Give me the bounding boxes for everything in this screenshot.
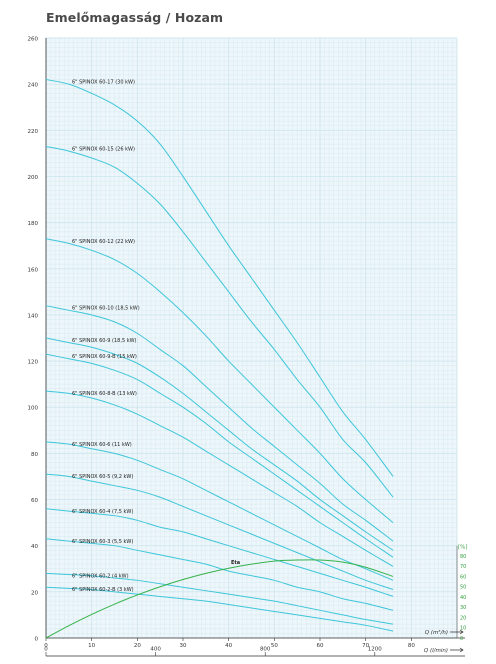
y-tick-label: 140	[28, 313, 39, 319]
secondary-y-tick-label: 40	[460, 595, 466, 601]
y-tick-label: 60	[31, 498, 38, 504]
series-label: 6" SPINOX 60-2 (4 kW)	[72, 573, 129, 579]
secondary-y-tick-label: 60	[460, 574, 466, 580]
secondary-y-tick-label: 0	[460, 636, 463, 642]
y-tick-label: 260	[28, 37, 39, 43]
series-label: 6" SPINOX 60-15 (26 kW)	[72, 146, 135, 152]
series-label: 6" SPINOX 60-6 (11 kW)	[72, 442, 132, 448]
x-tick-label: 10	[88, 643, 95, 649]
secondary-x-tick-label: 400	[150, 647, 161, 653]
chart-title: Emelőmagasság / Hozam	[46, 10, 224, 25]
secondary-x-tick-label: 0	[44, 647, 48, 653]
y-tick-label: 240	[28, 83, 39, 89]
y-tick-label: 220	[28, 129, 39, 135]
x-tick-label: 50	[271, 643, 278, 649]
head-curve-line	[45, 390, 394, 567]
secondary-y-tick-label: 20	[460, 615, 466, 621]
x-axis-arrow	[450, 629, 464, 635]
y-tick-label: 40	[31, 544, 38, 550]
x-tick-label: 70	[362, 643, 369, 649]
series-label: 6" SPINOX 60-9 (18,5 kW)	[72, 338, 137, 344]
secondary-x-axis-arrow	[450, 647, 464, 653]
x-tick-label: 0	[44, 643, 48, 649]
series-label: 6" SPINOX 60-5 (9,2 kW)	[72, 474, 133, 480]
series-label: 6" SPINOX 60-12 (22 kW)	[72, 239, 135, 245]
head-curve-line	[45, 572, 394, 625]
series-label: 6" SPINOX 60-9-B (15 kW)	[72, 354, 137, 360]
secondary-x-tick-label: 800	[260, 647, 271, 653]
x-tick-label: 60	[317, 643, 324, 649]
x-tick-label: 20	[134, 643, 141, 649]
head-curve-line	[45, 538, 394, 611]
series-label: 6" SPINOX 60-2-B (3 kW)	[72, 587, 134, 593]
secondary-y-tick-label: 30	[460, 605, 466, 611]
head-curve-line	[45, 508, 394, 597]
y-tick-label: 160	[28, 267, 39, 273]
y-tick-label: 0	[35, 637, 39, 643]
y-tick-label: 20	[31, 590, 38, 596]
secondary-y-tick-label: 10	[460, 626, 466, 632]
efficiency-curve-line	[45, 559, 394, 639]
y-tick-label: 120	[28, 360, 39, 366]
series-label: 6" SPINOX 60-8-B (13 kW)	[72, 391, 137, 397]
x-tick-label: 80	[408, 643, 415, 649]
secondary-y-unit-label: [%]	[458, 545, 468, 551]
x-tick-label: 40	[225, 643, 232, 649]
head-curve-line	[45, 473, 394, 591]
head-curve-line	[45, 305, 394, 542]
series-label: 6" SPINOX 60-10 (18,5 kW)	[72, 306, 140, 312]
head-curve-line	[45, 441, 394, 581]
head-curve-line	[45, 238, 394, 524]
head-curve-line	[45, 353, 394, 558]
series-label: 6" SPINOX 60-3 (5,5 kW)	[72, 539, 133, 545]
secondary-x-tick-label: 1200	[368, 647, 382, 653]
series-label: 6" SPINOX 60-4 (7,5 kW)	[72, 509, 133, 515]
head-curve-line	[45, 586, 394, 632]
secondary-y-tick-label: 80	[460, 554, 466, 560]
efficiency-label: Eta	[231, 560, 240, 566]
y-tick-label: 200	[28, 175, 39, 181]
x-unit-label: Q (m³/h)	[425, 629, 448, 636]
head-curve-line	[45, 145, 394, 498]
y-tick-label: 180	[28, 221, 39, 227]
secondary-y-tick-label: 70	[460, 564, 466, 570]
secondary-y-tick-label: 50	[460, 585, 466, 591]
y-tick-label: 100	[28, 406, 39, 412]
x-tick-label: 30	[180, 643, 187, 649]
head-curve-line	[45, 337, 394, 551]
secondary-x-unit-label: Q (l/min)	[424, 648, 448, 654]
series-label: 6" SPINOX 60-17 (30 kW)	[72, 80, 135, 86]
head-curve-line	[45, 79, 394, 477]
y-tick-label: 80	[31, 452, 38, 458]
